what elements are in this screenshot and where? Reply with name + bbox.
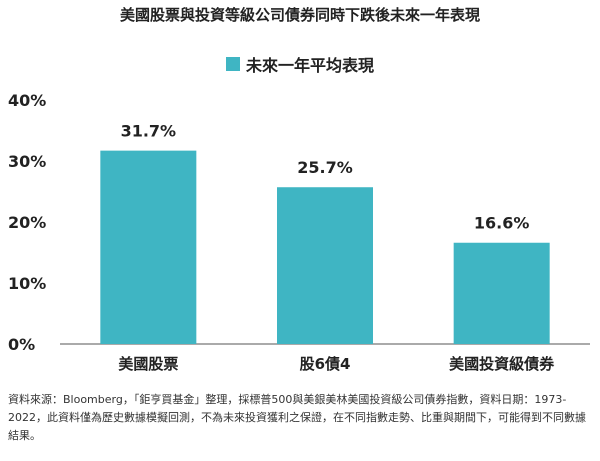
bar-chart: 0%10%20%30%40% 31.7%25.7%16.6% 美國股票 股6債4 美…	[8, 91, 590, 373]
chart-title: 美國股票與投資等級公司債券同時下跌後未來一年表現	[119, 6, 480, 24]
data-labels: 31.7% 25.7% 16.6%	[121, 122, 530, 233]
y-tick-label: 40%	[8, 91, 46, 110]
y-tick-label: 10%	[8, 274, 46, 293]
legend: 未來一年平均表現	[0, 52, 600, 76]
bars	[100, 150, 550, 344]
y-tick-label: 20%	[8, 213, 46, 232]
legend-label: 未來一年平均表現	[245, 56, 374, 75]
x-tick-label: 美國投資級債券	[449, 355, 555, 373]
bar	[453, 242, 550, 344]
x-tick-label: 股6債4	[300, 355, 351, 373]
data-label: 25.7%	[297, 158, 353, 177]
bar	[277, 187, 373, 344]
x-axis: 美國股票 股6債4 美國投資級債券	[118, 355, 555, 373]
y-tick-label: 30%	[8, 152, 46, 171]
bar	[100, 150, 197, 344]
footnote: 資料來源：Bloomberg，「鉅亨買基金」整理，採標普500與美銀美林美國投資…	[8, 393, 586, 442]
y-axis: 0% 10% 20% 30% 40%	[8, 91, 46, 354]
y-tick-label: 0%	[8, 335, 35, 354]
data-label: 16.6%	[474, 214, 530, 233]
data-label: 31.7%	[121, 122, 177, 141]
legend-swatch	[225, 57, 240, 71]
x-tick-label: 美國股票	[118, 355, 178, 373]
